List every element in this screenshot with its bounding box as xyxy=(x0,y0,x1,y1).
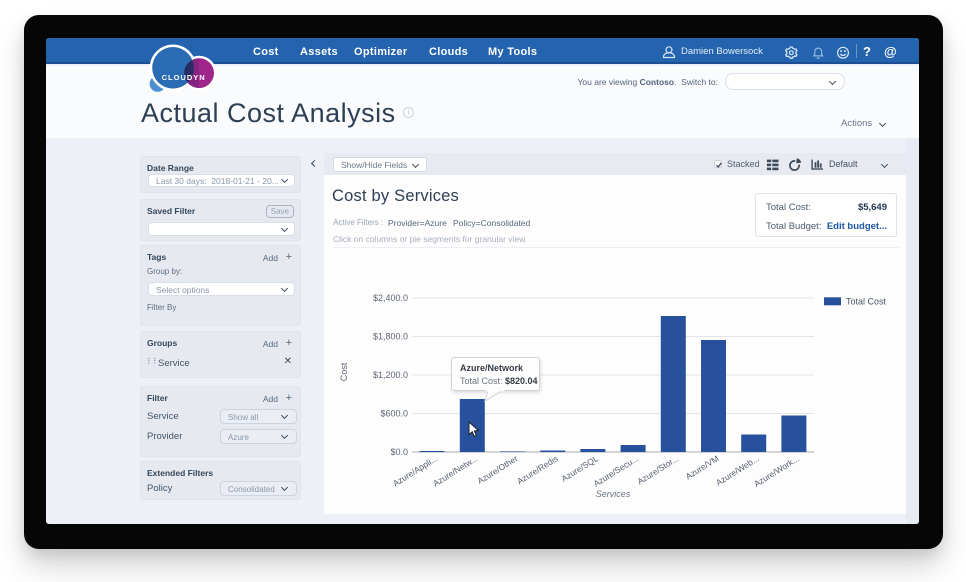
svg-text:$1,800.0: $1,800.0 xyxy=(373,332,408,342)
svg-text:$600.0: $600.0 xyxy=(380,409,408,419)
svg-text:$0.0: $0.0 xyxy=(390,447,408,457)
svg-text:Cost: Cost xyxy=(339,362,349,381)
svg-text:Azure/Netw...: Azure/Netw... xyxy=(431,453,479,488)
svg-text:Services: Services xyxy=(596,489,631,499)
svg-text:Azure/Work...: Azure/Work... xyxy=(752,453,801,489)
svg-text:Azure/Redis: Azure/Redis xyxy=(515,453,560,486)
svg-text:$2,400.0: $2,400.0 xyxy=(373,293,408,303)
svg-text:Azure/Appli...: Azure/Appli... xyxy=(391,453,439,488)
svg-text:Azure/Secu...: Azure/Secu... xyxy=(592,453,641,489)
svg-text:Total Cost: Total Cost xyxy=(846,297,887,307)
svg-text:Azure/Stor...: Azure/Stor... xyxy=(635,453,680,486)
svg-text:Azure/VM: Azure/VM xyxy=(684,453,721,481)
svg-text:Azure/Other: Azure/Other xyxy=(475,453,519,486)
svg-text:CLOUDYN: CLOUDYN xyxy=(162,73,206,82)
svg-text:$1,200.0: $1,200.0 xyxy=(373,370,408,380)
